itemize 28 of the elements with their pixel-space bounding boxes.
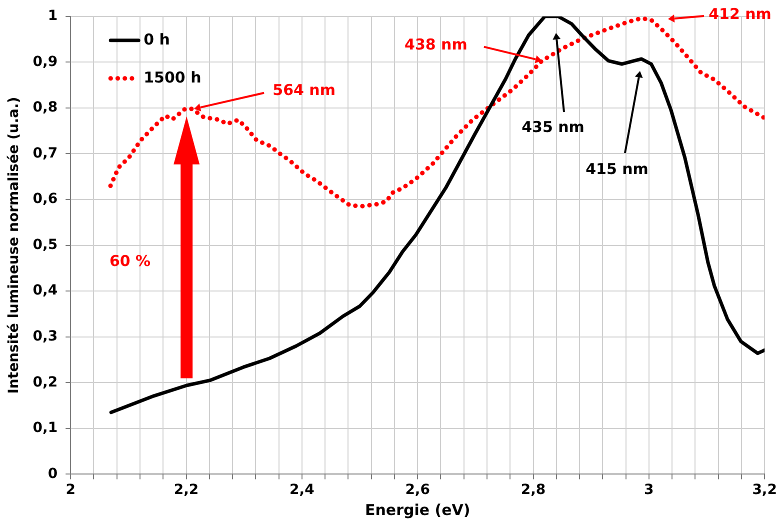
y-tick-label: 0,1 xyxy=(32,420,58,436)
annotation: 564 nm xyxy=(272,80,336,99)
x-tick-label: 2,6 xyxy=(405,482,430,498)
annotation: 412 nm xyxy=(708,4,772,23)
x-tick-label: 2 xyxy=(66,482,76,498)
y-tick-label: 0,7 xyxy=(32,145,58,162)
x-tick-label: 2,2 xyxy=(174,482,199,498)
y-tick-label: 0,9 xyxy=(32,54,58,70)
y-tick-label: 0,5 xyxy=(32,236,58,253)
x-tick-label: 2,8 xyxy=(520,482,546,498)
y-tick-label: 0 xyxy=(48,466,58,482)
y-tick-label: 0,4 xyxy=(32,282,58,299)
annotation: 435 nm xyxy=(522,118,584,136)
y-tick-label: 1 xyxy=(48,8,58,24)
y-tick-label: 0,8 xyxy=(32,100,58,116)
annotation: 438 nm xyxy=(404,36,468,54)
y-axis-title: Intensité lumineuse normalisée (u.a.) xyxy=(6,96,22,394)
annotation: 60 % xyxy=(109,252,151,270)
x-tick-label: 3,2 xyxy=(752,482,778,498)
y-tick-label: 0,6 xyxy=(32,191,58,208)
annotation: 415 nm xyxy=(586,160,648,178)
x-tick-label: 2,4 xyxy=(290,482,315,498)
x-tick-label: 3 xyxy=(644,482,654,498)
legend-label: 1500 h xyxy=(144,68,202,86)
x-axis-title: Energie (eV) xyxy=(364,500,470,519)
y-tick-label: 0,3 xyxy=(32,328,58,344)
legend-label: 0 h xyxy=(144,30,170,48)
y-tick-label: 0,2 xyxy=(32,374,58,390)
